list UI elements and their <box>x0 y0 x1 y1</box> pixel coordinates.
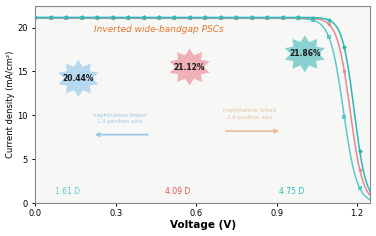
Polygon shape <box>58 60 99 97</box>
Text: Inverted wide-bandgap PSCs: Inverted wide-bandgap PSCs <box>94 25 224 34</box>
Text: naphthalene linked
2,6-position axis: naphthalene linked 2,6-position axis <box>223 109 276 120</box>
Text: 4.75 D: 4.75 D <box>279 187 304 196</box>
Text: 21.12%: 21.12% <box>174 63 205 72</box>
Text: 4.09 D: 4.09 D <box>165 187 190 196</box>
Polygon shape <box>170 49 210 85</box>
Y-axis label: Current density (mA/cm²): Current density (mA/cm²) <box>6 51 15 158</box>
Text: 20.44%: 20.44% <box>62 74 94 83</box>
X-axis label: Voltage (V): Voltage (V) <box>170 220 236 230</box>
Text: 21.86%: 21.86% <box>289 49 321 58</box>
Polygon shape <box>285 35 325 72</box>
Text: naphthalene linked
1,4-position axis: naphthalene linked 1,4-position axis <box>93 113 146 124</box>
Text: 1.61 D: 1.61 D <box>55 187 80 196</box>
